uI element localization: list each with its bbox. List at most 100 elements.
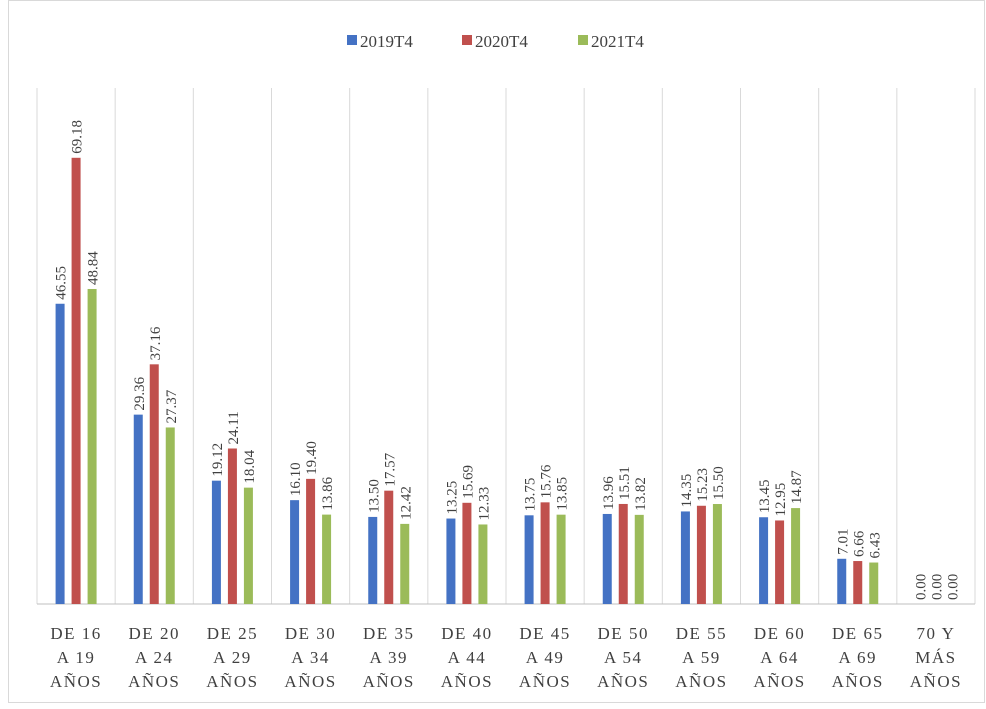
legend-swatch xyxy=(462,35,472,45)
bar xyxy=(71,157,81,604)
x-tick-label: A 59 xyxy=(682,648,721,667)
value-label: 13.96 xyxy=(601,476,617,510)
value-label: 17.57 xyxy=(382,452,398,486)
bar xyxy=(322,514,332,604)
x-tick-label: DE 35 xyxy=(363,624,414,643)
legend-label: 2020T4 xyxy=(475,32,528,51)
value-label: 6.66 xyxy=(851,530,867,557)
bar xyxy=(524,515,534,604)
value-label: 15.69 xyxy=(460,465,476,499)
bar xyxy=(290,500,300,604)
x-tick-label: DE 40 xyxy=(441,624,492,643)
x-tick-label: DE 50 xyxy=(598,624,649,643)
x-tick-label: AÑOS xyxy=(910,672,962,691)
value-label: 27.37 xyxy=(164,389,180,423)
bar xyxy=(634,514,644,604)
value-label: 24.11 xyxy=(226,411,242,444)
value-label: 13.75 xyxy=(523,478,539,512)
value-label: 18.04 xyxy=(242,449,258,483)
bar xyxy=(618,503,628,604)
x-tick-label: DE 30 xyxy=(285,624,336,643)
x-tick-label: DE 16 xyxy=(50,624,101,643)
value-label: 13.45 xyxy=(757,479,773,513)
legend-label: 2021T4 xyxy=(591,32,644,51)
value-label: 12.33 xyxy=(476,487,492,521)
value-label: 69.18 xyxy=(70,120,86,154)
x-tick-label: DE 20 xyxy=(129,624,180,643)
x-tick-label: A 29 xyxy=(213,648,252,667)
x-tick-label: MÁS xyxy=(915,648,956,667)
bar xyxy=(602,513,612,604)
value-label: 19.40 xyxy=(304,441,320,475)
value-label: 13.86 xyxy=(320,476,336,510)
value-label: 37.16 xyxy=(148,326,164,360)
bar xyxy=(680,511,690,604)
bar xyxy=(462,502,472,604)
x-tick-label: A 39 xyxy=(369,648,408,667)
x-tick-label: DE 45 xyxy=(519,624,570,643)
value-label: 7.01 xyxy=(835,529,851,555)
bar xyxy=(149,364,159,604)
bar xyxy=(87,288,97,604)
x-tick-label: AÑOS xyxy=(284,672,336,691)
value-label: 15.51 xyxy=(617,466,633,500)
legend-swatch xyxy=(347,35,357,45)
x-tick-label: AÑOS xyxy=(675,672,727,691)
x-tick-label: A 69 xyxy=(838,648,877,667)
value-label: 15.50 xyxy=(711,466,727,500)
x-tick-label: A 24 xyxy=(135,648,174,667)
x-tick-label: AÑOS xyxy=(363,672,415,691)
value-label: 0.00 xyxy=(913,574,929,600)
value-label: 12.42 xyxy=(398,486,414,520)
bar xyxy=(837,558,847,604)
x-tick-label: AÑOS xyxy=(441,672,493,691)
bar xyxy=(211,480,221,604)
value-label: 19.12 xyxy=(210,443,226,477)
value-label: 15.76 xyxy=(539,464,555,498)
bar xyxy=(696,505,706,604)
x-tick-label: DE 55 xyxy=(676,624,727,643)
value-label: 13.85 xyxy=(555,477,571,511)
x-tick-label: DE 60 xyxy=(754,624,805,643)
value-label: 13.82 xyxy=(633,477,649,511)
x-tick-label: AÑOS xyxy=(206,672,258,691)
value-label: 13.25 xyxy=(444,481,460,515)
bar xyxy=(853,561,863,604)
x-tick-label: AÑOS xyxy=(50,672,102,691)
value-label: 29.36 xyxy=(132,376,148,410)
x-tick-label: A 34 xyxy=(291,648,330,667)
x-tick-label: AÑOS xyxy=(519,672,571,691)
value-label: 48.84 xyxy=(86,251,102,285)
bar xyxy=(368,516,378,604)
value-label: 46.55 xyxy=(54,266,70,300)
x-tick-label: A 19 xyxy=(57,648,96,667)
value-label: 0.00 xyxy=(945,574,961,600)
value-label: 0.00 xyxy=(929,574,945,600)
legend-label: 2019T4 xyxy=(360,32,413,51)
bar xyxy=(759,517,769,604)
bar xyxy=(384,490,394,604)
bar xyxy=(712,504,722,604)
bar xyxy=(791,508,801,604)
value-label: 6.43 xyxy=(867,532,883,558)
bar xyxy=(243,487,253,604)
bar xyxy=(165,427,175,604)
bar xyxy=(133,414,143,604)
value-label: 15.23 xyxy=(695,468,711,502)
bar xyxy=(227,448,237,604)
x-tick-label: DE 25 xyxy=(207,624,258,643)
bar xyxy=(306,478,316,604)
bar xyxy=(400,523,410,604)
value-label: 14.35 xyxy=(679,474,695,508)
x-tick-label: 70 Y xyxy=(916,624,955,643)
value-label: 13.50 xyxy=(366,479,382,513)
x-tick-label: A 54 xyxy=(604,648,643,667)
bar xyxy=(556,514,566,604)
bar xyxy=(446,518,456,604)
bar xyxy=(540,502,550,604)
x-tick-label: A 64 xyxy=(760,648,799,667)
value-label: 14.87 xyxy=(789,470,805,504)
value-label: 16.10 xyxy=(288,462,304,496)
x-tick-label: AÑOS xyxy=(128,672,180,691)
